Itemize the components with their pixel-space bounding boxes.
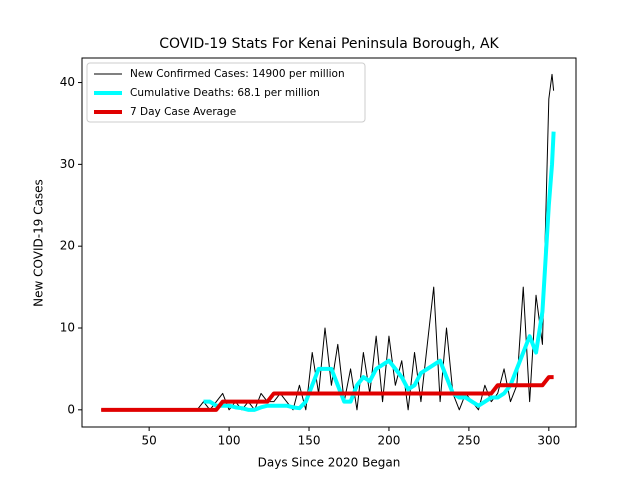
x-tick-label: 200 — [377, 434, 400, 448]
legend: New Confirmed Cases: 14900 per million Cu… — [86, 62, 366, 123]
series-line — [203, 131, 556, 412]
y-tick-label: 40 — [60, 75, 75, 89]
y-tick-label: 20 — [60, 239, 75, 253]
legend-label: New Confirmed Cases: 14900 per million — [130, 68, 345, 80]
x-tick-label: 150 — [298, 434, 321, 448]
plot-frame — [81, 57, 577, 428]
x-tick-label: 50 — [142, 434, 157, 448]
series-line — [101, 375, 555, 412]
x-tick-label: 100 — [218, 434, 241, 448]
y-axis-label: New COVID-19 Cases — [32, 179, 46, 307]
series-line — [101, 73, 555, 411]
legend-label: 7 Day Case Average — [130, 106, 236, 118]
y-tick-label: 30 — [60, 157, 75, 171]
legend-label: Cumulative Deaths: 68.1 per million — [130, 87, 320, 99]
x-axis-label: Days Since 2020 Began — [258, 456, 401, 470]
chart-title: COVID-19 Stats For Kenai Peninsula Borou… — [159, 36, 499, 52]
x-tick-label: 300 — [537, 434, 560, 448]
y-tick-label: 0 — [67, 402, 75, 416]
legend-box — [86, 62, 366, 123]
x-tick-label: 250 — [457, 434, 480, 448]
y-tick-label: 10 — [60, 321, 75, 335]
